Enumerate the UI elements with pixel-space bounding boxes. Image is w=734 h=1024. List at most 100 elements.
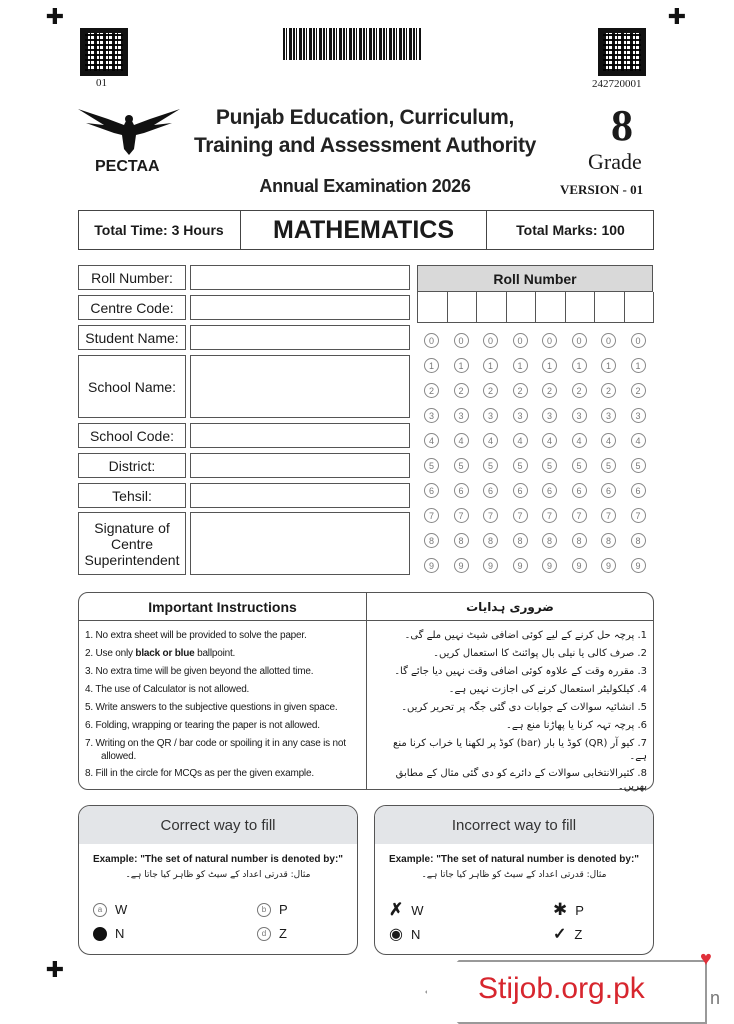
- roll-digit-bubble[interactable]: 8: [424, 533, 439, 548]
- roll-digit-bubble[interactable]: 5: [571, 458, 587, 473]
- field-input[interactable]: [190, 512, 410, 575]
- roll-digit-bubble[interactable]: 5: [512, 458, 528, 473]
- roll-digit-bubble[interactable]: 4: [424, 433, 439, 448]
- roll-digit-bubble[interactable]: 8: [601, 533, 616, 548]
- roll-digit-bubble[interactable]: 5: [424, 458, 439, 473]
- roll-digit-bubble[interactable]: 4: [542, 433, 557, 448]
- roll-digit-box[interactable]: [476, 292, 507, 323]
- field-input[interactable]: [190, 325, 410, 350]
- roll-digit-bubble[interactable]: 7: [571, 508, 587, 523]
- roll-digit-bubble[interactable]: 7: [512, 508, 528, 523]
- field-input[interactable]: [190, 295, 410, 320]
- roll-digit-bubble[interactable]: 9: [601, 558, 616, 573]
- roll-digit-bubble[interactable]: 7: [424, 508, 439, 523]
- roll-digit-bubble[interactable]: 2: [424, 383, 439, 398]
- roll-digit-bubble[interactable]: 7: [542, 508, 557, 523]
- field-input[interactable]: [190, 453, 410, 478]
- roll-digit-bubble[interactable]: 6: [512, 483, 528, 498]
- roll-digit-bubble[interactable]: 8: [483, 533, 498, 548]
- roll-digit-bubble[interactable]: 9: [424, 558, 439, 573]
- roll-digit-bubble[interactable]: 2: [542, 383, 557, 398]
- roll-digit-bubble[interactable]: 2: [630, 383, 646, 398]
- roll-digit-bubble[interactable]: 9: [630, 558, 646, 573]
- roll-digit-bubble[interactable]: 6: [571, 483, 587, 498]
- instruction-item-urdu: 6. پرچہ تہہ کرنا یا پھاڑنا منع ہے۔: [506, 719, 647, 731]
- roll-digit-box[interactable]: [623, 292, 654, 323]
- roll-digit-bubble[interactable]: 2: [483, 383, 498, 398]
- field-input[interactable]: [190, 355, 410, 418]
- roll-digit-bubble[interactable]: 3: [542, 408, 557, 423]
- roll-digit-bubble[interactable]: 5: [453, 458, 469, 473]
- roll-digit-bubble[interactable]: 1: [453, 358, 469, 373]
- roll-digit-bubble[interactable]: 3: [424, 408, 439, 423]
- roll-digit-bubble[interactable]: 4: [512, 433, 528, 448]
- scribble-mark-icon: ✱: [553, 900, 568, 919]
- roll-digit-bubble[interactable]: 0: [571, 333, 587, 348]
- roll-digit-bubble[interactable]: 8: [542, 533, 557, 548]
- roll-digit-bubble[interactable]: 0: [483, 333, 498, 348]
- field-input[interactable]: [190, 265, 410, 290]
- roll-digit-bubble[interactable]: 8: [512, 533, 528, 548]
- roll-digit-bubble[interactable]: 0: [453, 333, 469, 348]
- roll-digit-bubble[interactable]: 6: [601, 483, 616, 498]
- roll-digit-bubble[interactable]: 1: [571, 358, 587, 373]
- bubble-empty-icon: d: [257, 926, 271, 941]
- roll-digit-bubble[interactable]: 7: [483, 508, 498, 523]
- roll-digit-bubble[interactable]: 2: [453, 383, 469, 398]
- roll-digit-bubble[interactable]: 9: [542, 558, 557, 573]
- roll-digit-bubble[interactable]: 8: [453, 533, 469, 548]
- roll-digit-bubble[interactable]: 3: [512, 408, 528, 423]
- roll-digit-bubble[interactable]: 6: [453, 483, 469, 498]
- roll-digit-bubble[interactable]: 9: [571, 558, 587, 573]
- roll-digit-bubble[interactable]: 1: [630, 358, 646, 373]
- roll-digit-bubble[interactable]: 5: [630, 458, 646, 473]
- roll-digit-box[interactable]: [446, 292, 477, 323]
- roll-digit-box[interactable]: [564, 292, 595, 323]
- roll-digit-bubble[interactable]: 6: [483, 483, 498, 498]
- roll-digit-bubble[interactable]: 9: [512, 558, 528, 573]
- roll-digit-bubble[interactable]: 8: [630, 533, 646, 548]
- roll-digit-bubble[interactable]: 3: [453, 408, 469, 423]
- roll-digit-bubble[interactable]: 7: [453, 508, 469, 523]
- roll-digit-bubble[interactable]: 9: [483, 558, 498, 573]
- roll-digit-bubble[interactable]: 0: [601, 333, 616, 348]
- roll-digit-bubble[interactable]: 0: [424, 333, 439, 348]
- roll-digit-box[interactable]: [535, 292, 566, 323]
- roll-digit-bubble[interactable]: 3: [571, 408, 587, 423]
- field-input[interactable]: [190, 423, 410, 448]
- roll-digit-bubble[interactable]: 5: [483, 458, 498, 473]
- roll-digit-bubble[interactable]: 4: [571, 433, 587, 448]
- roll-digit-bubble[interactable]: 0: [542, 333, 557, 348]
- roll-number-grid-title: Roll Number: [417, 265, 653, 292]
- roll-digit-bubble[interactable]: 3: [483, 408, 498, 423]
- roll-digit-bubble[interactable]: 1: [512, 358, 528, 373]
- roll-digit-bubble[interactable]: 7: [630, 508, 646, 523]
- roll-digit-bubble[interactable]: 1: [483, 358, 498, 373]
- roll-digit-bubble[interactable]: 1: [424, 358, 439, 373]
- roll-digit-bubble[interactable]: 5: [542, 458, 557, 473]
- roll-digit-bubble[interactable]: 4: [630, 433, 646, 448]
- roll-digit-bubble[interactable]: 5: [601, 458, 616, 473]
- roll-digit-bubble[interactable]: 3: [630, 408, 646, 423]
- roll-digit-bubble[interactable]: 4: [483, 433, 498, 448]
- roll-digit-bubble[interactable]: 9: [453, 558, 469, 573]
- roll-digit-bubble[interactable]: 6: [424, 483, 439, 498]
- roll-digit-bubble[interactable]: 2: [571, 383, 587, 398]
- roll-digit-bubble[interactable]: 6: [630, 483, 646, 498]
- roll-digit-bubble[interactable]: 1: [601, 358, 616, 373]
- roll-digit-bubble[interactable]: 6: [542, 483, 557, 498]
- roll-digit-bubble[interactable]: 7: [601, 508, 616, 523]
- roll-digit-bubble[interactable]: 2: [512, 383, 528, 398]
- roll-digit-bubble[interactable]: 0: [512, 333, 528, 348]
- roll-digit-bubble[interactable]: 2: [601, 383, 616, 398]
- roll-digit-bubble[interactable]: 3: [601, 408, 616, 423]
- roll-digit-bubble[interactable]: 0: [630, 333, 646, 348]
- roll-digit-bubble[interactable]: 8: [571, 533, 587, 548]
- roll-digit-box[interactable]: [505, 292, 536, 323]
- roll-digit-box[interactable]: [594, 292, 625, 323]
- field-input[interactable]: [190, 483, 410, 508]
- roll-digit-bubble[interactable]: 4: [601, 433, 616, 448]
- roll-digit-bubble[interactable]: 1: [542, 358, 557, 373]
- roll-digit-box[interactable]: [417, 292, 448, 323]
- roll-digit-bubble[interactable]: 4: [453, 433, 469, 448]
